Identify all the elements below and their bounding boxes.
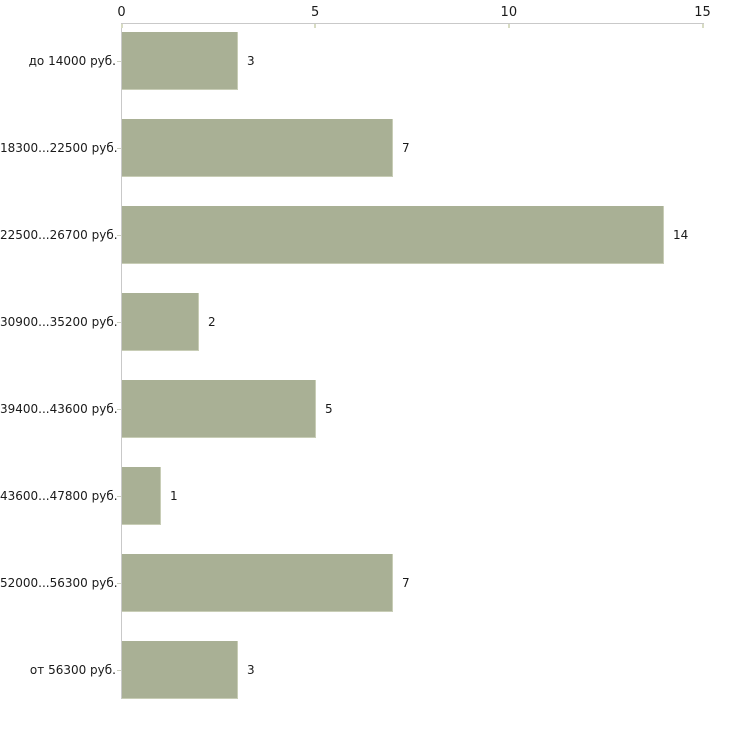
- category-label: 43600...47800 руб.: [0, 488, 118, 503]
- category-label: 52000...56300 руб.: [0, 575, 118, 590]
- value-label: 3: [247, 53, 255, 68]
- category-label: 39400...43600 руб.: [0, 401, 118, 416]
- x-tick-label: 5: [311, 5, 320, 20]
- bar: [122, 466, 161, 525]
- category-tick-mark: [117, 61, 121, 62]
- value-label: 3: [247, 662, 255, 677]
- category-tick-mark: [117, 322, 121, 323]
- x-tick-label: 0: [117, 5, 126, 20]
- y-axis-line: [121, 23, 122, 699]
- category-tick-mark: [117, 148, 121, 149]
- bar: [122, 379, 316, 438]
- value-label: 7: [402, 575, 410, 590]
- x-tick-mark: [507, 24, 510, 28]
- x-tick-mark: [701, 24, 704, 28]
- bar: [122, 292, 199, 351]
- category-label: от 56300 руб.: [29, 662, 116, 677]
- category-label: 30900...35200 руб.: [0, 314, 118, 329]
- x-tick-mark: [120, 24, 123, 28]
- x-axis-line: [121, 23, 704, 24]
- bar: [122, 31, 238, 90]
- bar: [122, 553, 393, 612]
- x-tick-label: 15: [694, 5, 711, 20]
- category-tick-mark: [117, 235, 121, 236]
- category-tick-mark: [117, 583, 121, 584]
- value-label: 2: [208, 314, 216, 329]
- bar: [122, 118, 393, 177]
- bar: [122, 640, 238, 699]
- bar: [122, 205, 664, 264]
- category-tick-mark: [117, 670, 121, 671]
- category-label: 18300...22500 руб.: [0, 140, 118, 155]
- value-label: 14: [673, 227, 689, 242]
- category-label: 22500...26700 руб.: [0, 227, 118, 242]
- value-label: 7: [402, 140, 410, 155]
- x-tick-mark: [314, 24, 317, 28]
- category-tick-mark: [117, 409, 121, 410]
- value-label: 5: [325, 401, 333, 416]
- category-label: до 14000 руб.: [28, 53, 116, 68]
- category-tick-mark: [117, 496, 121, 497]
- value-label: 1: [170, 488, 178, 503]
- x-tick-label: 10: [500, 5, 518, 20]
